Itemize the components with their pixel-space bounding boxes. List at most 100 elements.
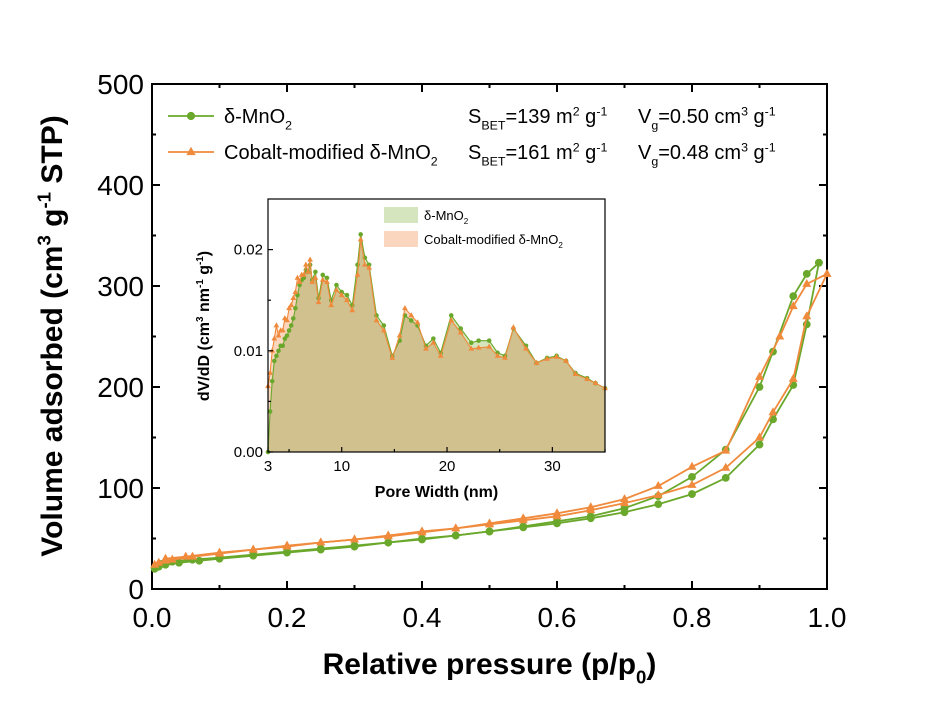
inset-point-1 <box>286 305 292 311</box>
inset-point-0 <box>358 232 363 237</box>
inset-y-axis-title: dV/dD (cm3 nm-1 g-1) <box>195 251 213 401</box>
inset-y-axis-title-part-5: -1 <box>195 256 206 265</box>
main-x-tick-label: 0.6 <box>538 602 577 633</box>
main-series-0-adsorption-point <box>688 490 696 498</box>
inset-point-1 <box>533 359 540 365</box>
inset-y-tick-label: 0.02 <box>234 242 263 259</box>
inset-point-0 <box>274 353 279 359</box>
inset-point-1 <box>423 345 429 351</box>
inset-legend-label-1: Cobalt-modified δ-MnO2 <box>424 232 563 250</box>
main-legend-vg-1-part-1: g <box>651 154 658 168</box>
main-legend-marker-0 <box>186 111 196 121</box>
main-series-1-desorption-point <box>215 547 224 556</box>
inset-x-tick-label: 10 <box>333 458 350 475</box>
inset-point-0 <box>290 316 296 321</box>
main-series-1-desorption-point <box>350 534 359 543</box>
main-series-1-desorption-point <box>248 544 258 553</box>
inset-point-0 <box>408 318 414 323</box>
main-series-1-desorption-point <box>788 301 798 310</box>
main-x-axis-title: Relative pressure (p/p0) <box>323 648 657 688</box>
main-y-axis-title-part-0: Volume adsorbed (cm <box>36 246 69 557</box>
main-legend-sbet-0-part-5: -1 <box>596 104 607 118</box>
inset-x-tick-label: 3 <box>264 458 272 475</box>
main-legend-sbet-1-part-5: -1 <box>596 140 607 154</box>
inset-point-1 <box>402 305 408 311</box>
main-legend-label-1-part-0: Cobalt-modified δ-MnO <box>224 142 431 164</box>
main-series-1-desorption-point <box>653 480 663 489</box>
inset-point-1 <box>380 327 387 333</box>
main-x-tick-label: 1.0 <box>808 602 847 633</box>
main-legend-sbet-0-part-2: =139 m <box>505 106 572 128</box>
main-legend-vg-0-part-0: V <box>638 106 652 128</box>
inset-point-1 <box>305 268 311 274</box>
main-series-0-desorption-point <box>815 258 823 267</box>
main-legend-sbet-0-part-0: S <box>468 106 481 128</box>
inset-point-1 <box>510 324 517 330</box>
inset-y-axis-title-part-3: -1 <box>195 279 206 288</box>
main-series-1-desorption-point <box>417 526 427 535</box>
inset-point-1 <box>294 274 301 280</box>
inset-point-1 <box>309 278 316 284</box>
main-y-tick-label: 300 <box>97 271 144 302</box>
main-legend-vg-1-part-3: 3 <box>741 140 748 154</box>
inset-point-1 <box>437 352 444 358</box>
main-series-1-desorption-point <box>383 530 393 539</box>
inset-point-1 <box>273 322 280 328</box>
inset-x-axis-title: Pore Width (nm) <box>375 484 498 501</box>
inset-point-1 <box>366 264 372 270</box>
inset-point-1 <box>271 335 278 341</box>
inset-point-1 <box>502 354 508 360</box>
inset-point-1 <box>572 370 579 376</box>
inset-point-1 <box>279 327 286 333</box>
inset-legend-label-0: δ-MnO2 <box>424 208 469 226</box>
inset-point-0 <box>476 338 481 343</box>
inset-point-0 <box>267 409 273 414</box>
main-legend-sbet-1-part-1: BET <box>481 154 506 168</box>
main-series-1-desorption-point <box>620 494 629 503</box>
inset-point-0 <box>284 333 290 338</box>
main-series-1-desorption-point <box>552 508 562 517</box>
inset-point-1 <box>468 345 475 351</box>
inset-point-1 <box>281 315 288 321</box>
inset-point-1 <box>284 317 290 323</box>
main-series-1-adsorption-point <box>788 373 798 382</box>
main-series-0-desorption-point <box>519 522 528 531</box>
inset-point-1 <box>354 271 361 277</box>
main-y-axis-title-part-2: g <box>36 209 69 236</box>
inset-point-1 <box>408 312 415 318</box>
main-series-1-desorption-point <box>161 553 170 562</box>
inset-area-0 <box>268 234 605 452</box>
main-series-1-adsorption-point <box>653 490 663 499</box>
main-series-0-desorption-line <box>161 262 820 565</box>
inset-point-0 <box>293 305 298 311</box>
main-series-1-desorption-point <box>586 502 596 511</box>
main-legend-sbet-1-part-3: 2 <box>573 140 580 154</box>
main-series-1-desorption-point <box>181 551 191 560</box>
inset-point-1 <box>275 332 282 338</box>
inset-point-1 <box>523 345 529 351</box>
main-y-axis-title-part-4: STP) <box>36 115 69 192</box>
inset-point-1 <box>544 355 550 361</box>
inset-point-1 <box>296 278 303 284</box>
inset-legend-label-0-part-0: δ-MnO <box>424 208 464 223</box>
inset-x-tick-label: 30 <box>544 458 561 475</box>
main-legend-sbet-1-part-2: =161 m <box>505 142 572 164</box>
inset-point-1 <box>457 329 464 335</box>
main-series-1-desorption-point <box>282 540 292 549</box>
main-series-0-adsorption-point <box>654 500 663 509</box>
main-legend-sbet-1-part-0: S <box>468 142 481 164</box>
main-legend-sbet-1: SBET=161 m2 g-1 <box>468 140 607 168</box>
inset-point-1 <box>414 319 421 325</box>
main-series-1-desorption-point <box>755 371 764 380</box>
inset-point-1 <box>430 339 437 345</box>
inset-point-1 <box>267 369 273 375</box>
main-legend-vg-0-part-5: -1 <box>765 104 776 118</box>
main-legend-label-0-part-0: δ-MnO <box>224 106 285 128</box>
main-series-1-adsorption-point <box>755 432 764 441</box>
inset-point-1 <box>324 278 330 284</box>
inset-point-0 <box>272 358 277 364</box>
main-series-1-desorption-point <box>451 523 461 532</box>
inset-point-0 <box>448 313 454 318</box>
inset-point-1 <box>303 261 309 267</box>
inset-legend-swatch-0 <box>384 207 418 223</box>
